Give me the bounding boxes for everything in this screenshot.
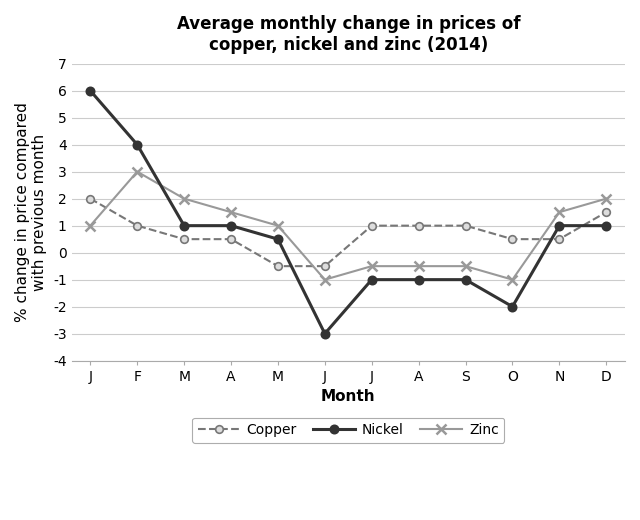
Zinc bbox=[227, 209, 235, 215]
Copper bbox=[461, 223, 469, 229]
Zinc bbox=[321, 277, 329, 283]
Copper bbox=[321, 263, 329, 269]
Copper bbox=[509, 236, 516, 242]
Copper bbox=[86, 196, 94, 202]
Nickel bbox=[509, 304, 516, 310]
Zinc bbox=[274, 223, 282, 229]
Nickel bbox=[461, 277, 469, 283]
Nickel bbox=[321, 331, 329, 337]
Copper bbox=[368, 223, 376, 229]
Nickel bbox=[556, 223, 563, 229]
Nickel bbox=[180, 223, 188, 229]
Copper bbox=[602, 209, 610, 215]
Zinc bbox=[602, 196, 610, 202]
Title: Average monthly change in prices of
copper, nickel and zinc (2014): Average monthly change in prices of copp… bbox=[177, 15, 520, 54]
Zinc bbox=[368, 263, 376, 269]
Nickel bbox=[86, 87, 94, 94]
Zinc bbox=[509, 277, 516, 283]
Zinc bbox=[415, 263, 422, 269]
Zinc bbox=[133, 168, 141, 175]
Copper bbox=[133, 223, 141, 229]
Copper bbox=[274, 263, 282, 269]
Line: Copper: Copper bbox=[86, 195, 610, 270]
Copper bbox=[227, 236, 235, 242]
Zinc bbox=[180, 196, 188, 202]
Zinc bbox=[86, 223, 94, 229]
Zinc bbox=[556, 209, 563, 215]
Nickel bbox=[368, 277, 376, 283]
Copper bbox=[556, 236, 563, 242]
Nickel bbox=[274, 236, 282, 242]
Line: Zinc: Zinc bbox=[86, 167, 611, 284]
Nickel bbox=[133, 141, 141, 148]
Y-axis label: % change in price compared
with previous month: % change in price compared with previous… bbox=[15, 102, 47, 322]
Nickel bbox=[602, 223, 610, 229]
Copper bbox=[415, 223, 422, 229]
Legend: Copper, Nickel, Zinc: Copper, Nickel, Zinc bbox=[192, 418, 504, 443]
Nickel bbox=[415, 277, 422, 283]
X-axis label: Month: Month bbox=[321, 389, 376, 404]
Copper bbox=[180, 236, 188, 242]
Line: Nickel: Nickel bbox=[86, 86, 611, 338]
Zinc bbox=[461, 263, 469, 269]
Nickel bbox=[227, 223, 235, 229]
